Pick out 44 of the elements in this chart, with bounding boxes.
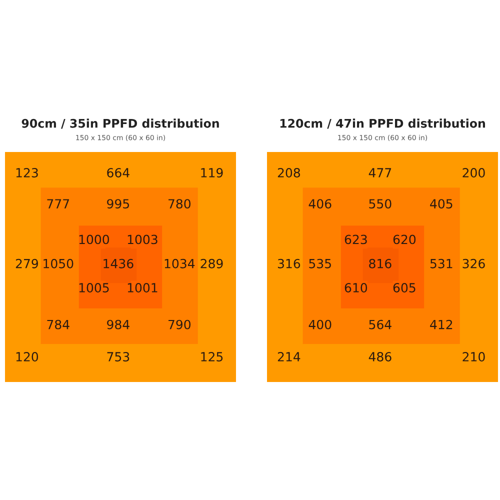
data-label: 777	[47, 199, 69, 208]
data-label: 208	[278, 168, 300, 178]
data-label: 995	[107, 199, 130, 209]
data-label: 214	[278, 352, 300, 362]
data-label: 125	[201, 352, 223, 362]
data-label: 1005	[79, 283, 109, 292]
data-label: 816	[369, 258, 392, 268]
data-label: 753	[107, 352, 130, 362]
data-label: 1034	[164, 258, 195, 268]
data-label: 1050	[44, 258, 74, 268]
text: 90cm / 35in PPFD distribution	[22, 118, 219, 129]
data-label: 790	[168, 320, 191, 330]
data-label: 605	[393, 283, 416, 292]
data-label: 210	[462, 352, 485, 362]
data-label: 1000	[79, 234, 110, 244]
data-label: 486	[368, 352, 392, 362]
data-label: 535	[309, 258, 331, 268]
data-label: 531	[430, 258, 452, 268]
data-label: 984	[107, 320, 130, 330]
data-label: 550	[369, 199, 392, 209]
data-label: 406	[308, 199, 332, 209]
data-label: 119	[201, 168, 223, 178]
data-label: 664	[107, 168, 130, 178]
data-label: 780	[168, 199, 191, 209]
data-label: 623	[344, 234, 367, 244]
data-label: 326	[462, 258, 485, 268]
text: 120cm / 47in PPFD distribution	[280, 118, 485, 129]
data-label: 620	[393, 234, 416, 244]
data-label: 1003	[128, 234, 158, 244]
data-label: 610	[344, 283, 368, 292]
data-label: 564	[369, 320, 392, 330]
data-label: 200	[462, 168, 485, 178]
data-label: 784	[47, 320, 70, 330]
data-label: 477	[368, 168, 392, 178]
data-label: 1436	[104, 258, 134, 268]
data-label: 1001	[128, 283, 158, 292]
data-label: 123	[16, 168, 38, 178]
data-label: 279	[16, 258, 38, 268]
data-label: 405	[430, 199, 452, 209]
data-label: 120	[16, 352, 38, 362]
data-label: 289	[200, 258, 223, 268]
data-label: 412	[430, 320, 452, 330]
data-label: 316	[278, 258, 300, 268]
data-label: 400	[308, 320, 332, 330]
